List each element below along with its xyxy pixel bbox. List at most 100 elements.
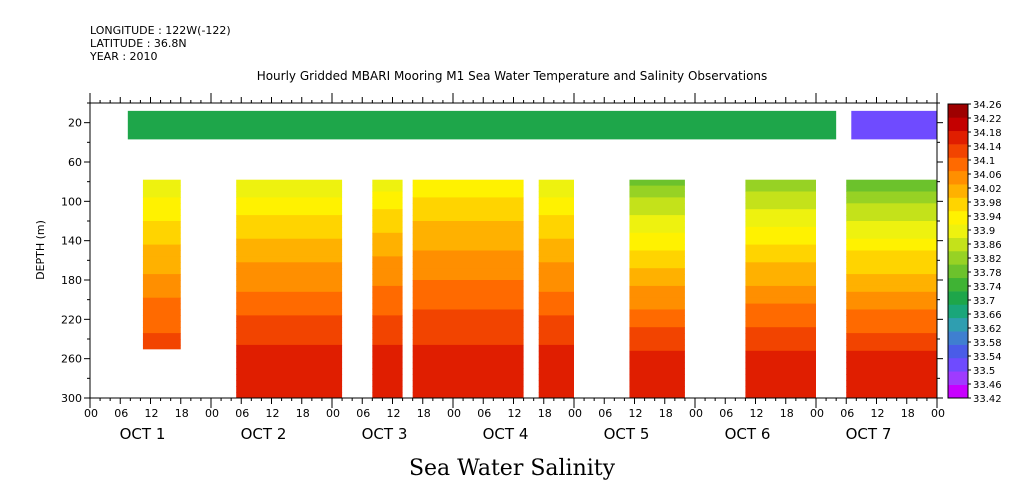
salinity-band: [412, 291, 524, 299]
x-tick-label: 00: [205, 407, 219, 420]
salinity-band: [629, 203, 685, 210]
salinity-band: [236, 303, 343, 310]
x-tick-label: 00: [447, 407, 461, 420]
salinity-band: [629, 280, 685, 287]
salinity-band: [372, 374, 403, 381]
salinity-band: [846, 280, 937, 287]
salinity-band: [538, 209, 574, 216]
colorbar-label: 34.1: [973, 156, 995, 167]
y-tick-label: 20: [68, 117, 82, 130]
salinity-band: [745, 238, 816, 246]
salinity-band: [538, 280, 574, 287]
salinity-band: [629, 315, 685, 322]
salinity-band: [846, 386, 937, 393]
colorbar-swatch: [948, 384, 968, 399]
x-tick-label: 12: [387, 407, 401, 420]
colorbar-swatch: [948, 104, 968, 118]
salinity-band: [142, 280, 181, 287]
y-tick-label: 60: [68, 156, 82, 169]
salinity-band: [412, 268, 524, 275]
salinity-band: [412, 321, 524, 328]
salinity-band: [236, 226, 343, 234]
salinity-band: [142, 321, 181, 328]
x-tick-label: 06: [477, 407, 491, 420]
salinity-band: [538, 185, 574, 192]
salinity-band: [629, 327, 685, 334]
colorbar-label: 34.18: [973, 128, 1002, 139]
salinity-band: [629, 268, 685, 275]
salinity-band: [412, 374, 524, 381]
salinity-band: [142, 250, 181, 257]
colorbar-label: 34.22: [973, 114, 1002, 125]
salinity-band: [846, 274, 937, 281]
salinity-band: [745, 268, 816, 275]
salinity-band: [745, 297, 816, 305]
salinity-band: [538, 362, 574, 369]
salinity-band: [372, 380, 403, 387]
y-tick-label: 100: [61, 195, 82, 208]
salinity-band: [236, 291, 343, 299]
salinity-band: [372, 291, 403, 299]
salinity-band: [745, 315, 816, 322]
salinity-band: [372, 350, 403, 358]
latitude-label: LATITUDE : 36.8N: [90, 37, 187, 50]
salinity-band: [745, 344, 816, 352]
salinity-band: [412, 309, 524, 316]
colorbar-label: 33.5: [973, 366, 995, 377]
salinity-band: [745, 226, 816, 234]
salinity-band: [372, 392, 403, 399]
salinity-band: [236, 339, 343, 346]
salinity-band: [142, 197, 181, 204]
salinity-band: [745, 221, 816, 228]
salinity-band: [142, 268, 181, 275]
salinity-band: [538, 309, 574, 316]
salinity-band: [538, 244, 574, 251]
salinity-band: [412, 285, 524, 293]
day-label: OCT 6: [725, 425, 771, 443]
y-tick-label: 260: [61, 353, 82, 366]
salinity-band: [412, 221, 524, 228]
salinity-band: [142, 303, 181, 310]
salinity-band: [846, 333, 937, 340]
x-tick-label: 06: [719, 407, 733, 420]
salinity-band: [412, 280, 524, 287]
salinity-band: [629, 374, 685, 381]
salinity-band: [412, 185, 524, 192]
salinity-band: [236, 250, 343, 257]
salinity-band: [538, 179, 574, 187]
salinity-band: [142, 256, 181, 263]
salinity-band: [372, 280, 403, 287]
x-tick-label: 06: [356, 407, 370, 420]
colorbar-label: 33.86: [973, 240, 1002, 251]
salinity-band: [142, 221, 181, 228]
colorbar-swatch: [948, 264, 968, 279]
x-tick-label: 12: [750, 407, 764, 420]
salinity-band: [538, 315, 574, 322]
salinity-band: [745, 291, 816, 299]
colorbar-label: 33.54: [973, 352, 1002, 363]
salinity-band: [846, 197, 937, 204]
salinity-band: [236, 280, 343, 287]
day-label: OCT 5: [604, 425, 650, 443]
salinity-band: [846, 268, 937, 275]
colorbar-swatch: [948, 197, 968, 212]
x-tick-label: 18: [901, 407, 915, 420]
salinity-band: [236, 285, 343, 293]
salinity-band: [412, 197, 524, 204]
surface-segment: [851, 110, 937, 140]
salinity-band: [745, 256, 816, 263]
salinity-band: [846, 262, 937, 269]
salinity-band: [846, 185, 937, 192]
salinity-band: [412, 250, 524, 257]
salinity-band: [236, 221, 343, 228]
salinity-band: [372, 344, 403, 352]
salinity-band: [745, 333, 816, 340]
salinity-band: [412, 179, 524, 187]
colorbar-swatch: [948, 170, 968, 185]
salinity-band: [538, 327, 574, 334]
salinity-band: [142, 297, 181, 305]
colorbar-swatch: [948, 344, 968, 359]
salinity-band: [372, 362, 403, 369]
salinity-band: [372, 197, 403, 204]
